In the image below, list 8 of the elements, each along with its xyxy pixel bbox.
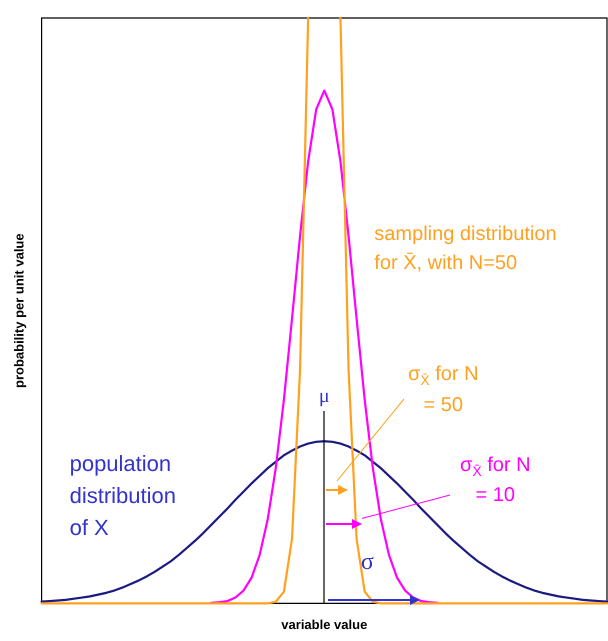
- annotation: sampling distribution for X̄, with N=50: [374, 222, 558, 276]
- annotation: μ: [318, 384, 331, 410]
- annotation: σ$_{X̄}$ for N = 50: [407, 362, 480, 418]
- y-axis-title: probability per unit value: [11, 233, 26, 388]
- annotation: σ: [360, 548, 375, 577]
- annotation: σ$_{X̄}$ for N = 10: [459, 453, 532, 508]
- x-axis-title: variable value: [281, 616, 368, 632]
- annotation: population distribution of X: [70, 450, 177, 542]
